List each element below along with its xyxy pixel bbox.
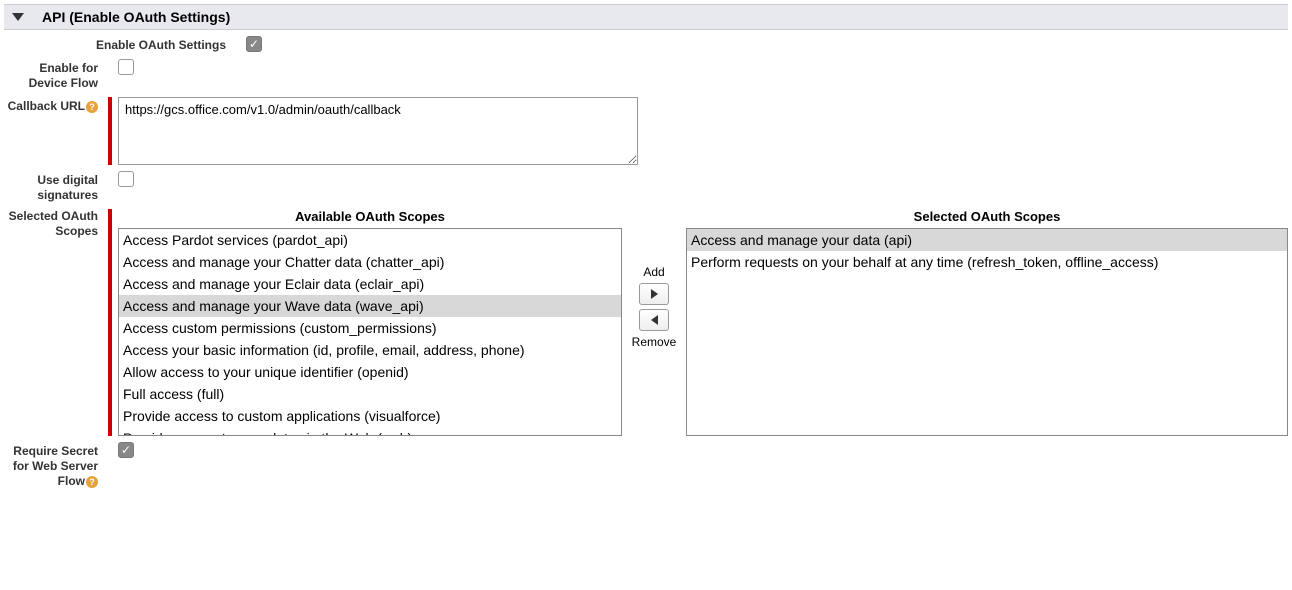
selected-scopes-listbox[interactable]: Access and manage your data (api)Perform… <box>686 228 1288 436</box>
scope-option[interactable]: Provide access to your data via the Web … <box>119 427 621 436</box>
checkbox-enable-oauth[interactable]: ✓ <box>246 36 262 52</box>
remove-button[interactable] <box>639 309 669 331</box>
label-enable-oauth: Enable OAuth Settings <box>4 36 232 53</box>
scope-option[interactable]: Access and manage your Chatter data (cha… <box>119 251 621 273</box>
required-indicator <box>108 97 112 165</box>
selected-scopes-column: Selected OAuth Scopes Access and manage … <box>686 209 1288 436</box>
label-digital-signatures: Use digital signatures <box>4 171 104 203</box>
row-digital-signatures: Use digital signatures <box>4 171 1288 203</box>
add-label: Add <box>643 265 664 279</box>
callback-url-input[interactable] <box>118 97 638 165</box>
checkbox-digital-signatures[interactable] <box>118 171 134 187</box>
label-oauth-scopes: Selected OAuth Scopes <box>4 209 104 239</box>
scope-option[interactable]: Access custom permissions (custom_permis… <box>119 317 621 339</box>
scope-option[interactable]: Access and manage your Wave data (wave_a… <box>119 295 621 317</box>
checkbox-require-secret[interactable]: ✓ <box>118 442 134 458</box>
label-require-secret: Require Secret for Web Server Flow? <box>4 442 104 489</box>
scope-option[interactable]: Full access (full) <box>119 383 621 405</box>
available-scopes-title: Available OAuth Scopes <box>118 209 622 224</box>
row-require-secret: Require Secret for Web Server Flow? ✓ <box>4 442 1288 489</box>
arrow-left-icon <box>651 315 658 325</box>
section-title: API (Enable OAuth Settings) <box>42 9 230 25</box>
collapse-icon[interactable] <box>12 13 24 21</box>
row-enable-device-flow: Enable for Device Flow <box>4 59 1288 91</box>
scope-option[interactable]: Access and manage your Eclair data (ecla… <box>119 273 621 295</box>
remove-label: Remove <box>632 335 677 349</box>
selected-scopes-title: Selected OAuth Scopes <box>686 209 1288 224</box>
label-callback-url: Callback URL? <box>4 97 104 114</box>
dual-list: Available OAuth Scopes Access Pardot ser… <box>112 209 1288 436</box>
label-callback-url-text: Callback URL <box>8 99 85 113</box>
available-scopes-column: Available OAuth Scopes Access Pardot ser… <box>118 209 622 436</box>
scope-option[interactable]: Access and manage your data (api) <box>687 229 1287 251</box>
help-icon[interactable]: ? <box>86 476 98 488</box>
row-callback-url: Callback URL? <box>4 97 1288 165</box>
label-enable-device-flow: Enable for Device Flow <box>4 59 104 91</box>
available-scopes-listbox[interactable]: Access Pardot services (pardot_api)Acces… <box>118 228 622 436</box>
section-header[interactable]: API (Enable OAuth Settings) <box>4 4 1288 30</box>
scope-option[interactable]: Access Pardot services (pardot_api) <box>119 229 621 251</box>
scope-option[interactable]: Access your basic information (id, profi… <box>119 339 621 361</box>
help-icon[interactable]: ? <box>86 101 98 113</box>
arrow-right-icon <box>651 289 658 299</box>
add-button[interactable] <box>639 283 669 305</box>
scope-transfer-buttons: Add Remove <box>622 263 686 351</box>
scope-option[interactable]: Perform requests on your behalf at any t… <box>687 251 1287 273</box>
scope-option[interactable]: Provide access to custom applications (v… <box>119 405 621 427</box>
row-oauth-scopes: Selected OAuth Scopes Available OAuth Sc… <box>4 209 1288 436</box>
checkbox-enable-device-flow[interactable] <box>118 59 134 75</box>
row-enable-oauth: Enable OAuth Settings ✓ <box>4 36 1288 53</box>
scope-option[interactable]: Allow access to your unique identifier (… <box>119 361 621 383</box>
